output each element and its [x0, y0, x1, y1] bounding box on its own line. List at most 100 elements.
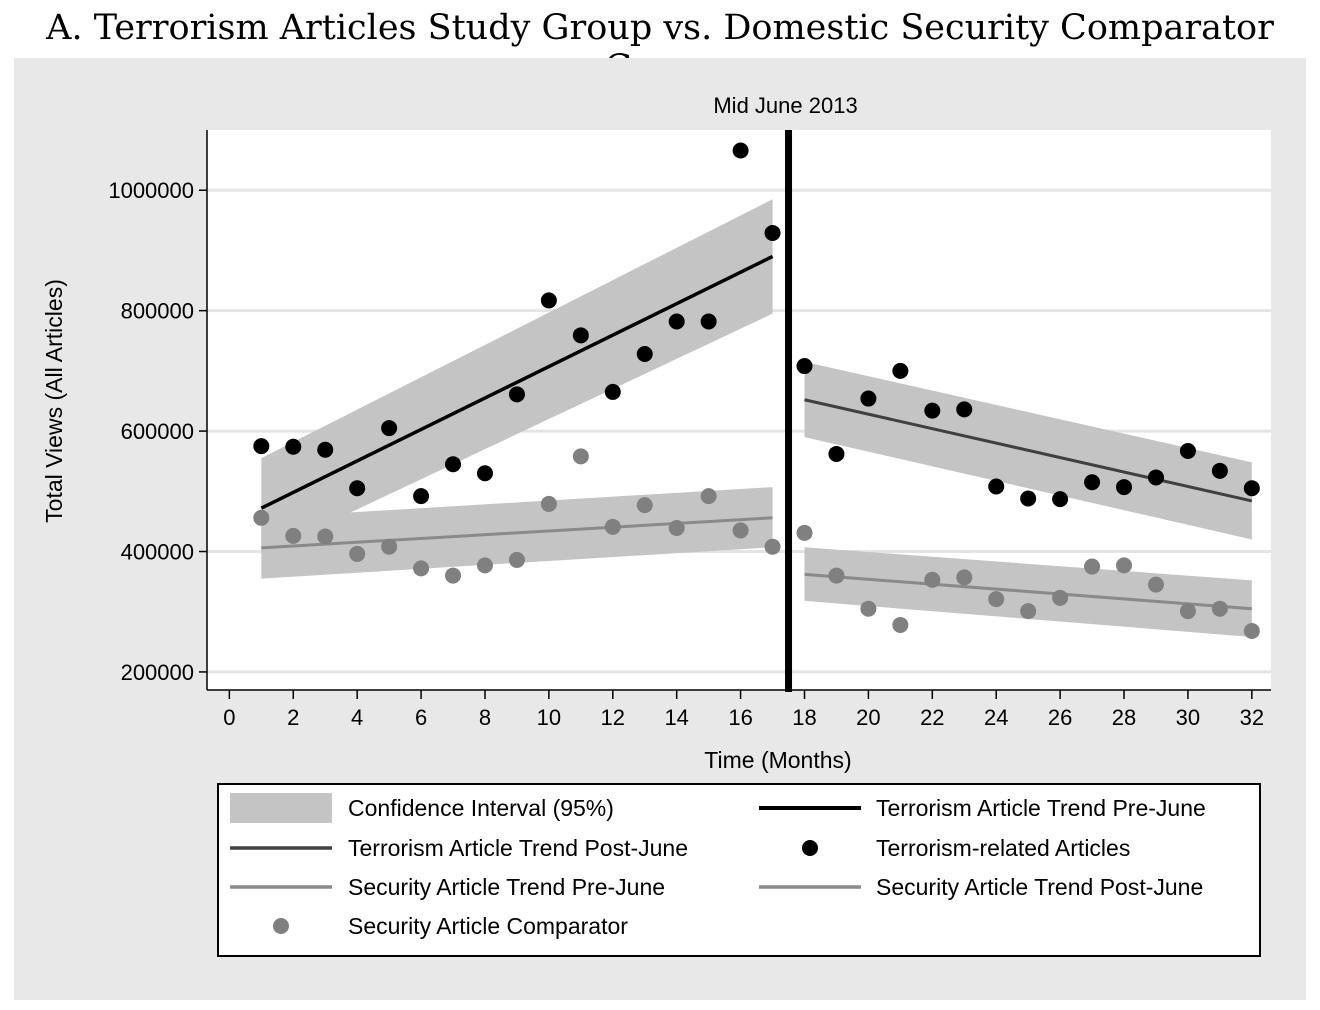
data-point [796, 524, 813, 541]
data-point [1147, 576, 1164, 593]
data-point [700, 313, 717, 330]
data-point [828, 567, 845, 584]
y-tick-label: 1000000 [108, 178, 194, 203]
trend-lines [260, 254, 1253, 611]
x-tick-label: 22 [920, 705, 944, 730]
data-point [924, 571, 941, 588]
data-point [924, 402, 941, 419]
y-tick-label: 400000 [121, 540, 194, 565]
data-point [445, 456, 462, 473]
data-point [540, 292, 557, 309]
data-point [508, 551, 525, 568]
legend-box [217, 783, 1261, 957]
data-point [860, 390, 877, 407]
mid-june-marker: Mid June 2013 [713, 93, 858, 692]
data-point [732, 142, 749, 159]
data-point [445, 567, 462, 584]
data-point [956, 401, 973, 418]
legend-label: Confidence Interval (95%) [348, 795, 614, 821]
data-point [892, 616, 909, 633]
x-tick-label: 16 [728, 705, 752, 730]
data-point [476, 465, 493, 482]
trend-line [804, 398, 1253, 503]
x-axis-label: Time (Months) [704, 747, 851, 773]
data-points [253, 142, 1260, 639]
data-point [988, 478, 1005, 495]
data-point [1243, 480, 1260, 497]
legend-swatch-band [230, 793, 332, 823]
data-point [636, 497, 653, 514]
data-point [253, 509, 270, 526]
y-tick-label: 600000 [121, 419, 194, 444]
data-point [1211, 462, 1228, 479]
data-point [1179, 603, 1196, 620]
data-point [1243, 622, 1260, 639]
data-point [253, 438, 270, 455]
data-point [956, 569, 973, 586]
y-axis-label: Total Views (All Articles) [41, 279, 67, 523]
x-tick-label: 32 [1240, 705, 1264, 730]
data-point [349, 545, 366, 562]
data-point [1179, 442, 1196, 459]
data-point [381, 420, 398, 437]
x-tick-label: 24 [984, 705, 1008, 730]
trend-line [804, 572, 1252, 611]
data-point [317, 528, 334, 545]
data-point [732, 522, 749, 539]
data-point [349, 480, 366, 497]
data-point [572, 448, 589, 465]
data-point [700, 488, 717, 505]
data-point [540, 495, 557, 512]
confidence-band [261, 199, 773, 555]
data-point [796, 358, 813, 375]
x-tick-label: 30 [1176, 705, 1200, 730]
data-point [1116, 557, 1133, 574]
data-point [668, 520, 685, 537]
data-point [572, 327, 589, 344]
data-point [1116, 479, 1133, 496]
data-point [413, 560, 430, 577]
data-point [285, 438, 302, 455]
data-point [1211, 600, 1228, 617]
data-point [1020, 603, 1037, 620]
legend-label: Terrorism-related Articles [876, 835, 1130, 861]
legend-label: Terrorism Article Trend Post-June [348, 835, 688, 861]
data-point [381, 538, 398, 555]
mid-june-label: Mid June 2013 [713, 93, 857, 118]
x-tick-label: 8 [479, 705, 491, 730]
legend-label: Security Article Trend Pre-June [348, 874, 665, 900]
data-point [764, 224, 781, 241]
x-tick-label: 6 [415, 705, 427, 730]
data-point [636, 346, 653, 362]
legend-swatch-dot [802, 840, 818, 856]
x-tick-label: 28 [1112, 705, 1136, 730]
data-point [285, 527, 302, 544]
x-tick-label: 14 [664, 705, 688, 730]
chart-panel: 200000 400000 600000 800000 1000000 0 2 4 6 8 10 12… [14, 58, 1306, 1000]
data-point [764, 538, 781, 555]
legend-label: Security Article Trend Post-June [876, 874, 1203, 900]
data-point [604, 518, 621, 535]
data-point [1147, 469, 1164, 486]
legend-swatch-dot [273, 918, 289, 934]
data-point [1084, 474, 1101, 491]
x-tick-label: 2 [287, 705, 299, 730]
trend-line [261, 516, 773, 550]
x-tick-label: 12 [601, 705, 625, 730]
data-point [1084, 558, 1101, 575]
x-tick-label: 0 [223, 705, 235, 730]
legend: Confidence Interval (95%) Terrorism Artic… [217, 783, 1261, 957]
x-tick-label: 10 [537, 705, 561, 730]
data-point [860, 600, 877, 617]
y-tick-label: 800000 [121, 299, 194, 324]
data-point [317, 441, 334, 458]
data-point [892, 362, 909, 379]
data-point [413, 488, 430, 505]
trend-line [260, 254, 774, 510]
data-point [476, 557, 493, 574]
data-point [1052, 589, 1069, 606]
x-tick-label: 18 [792, 705, 816, 730]
data-point [668, 313, 685, 330]
data-point [1052, 491, 1069, 508]
